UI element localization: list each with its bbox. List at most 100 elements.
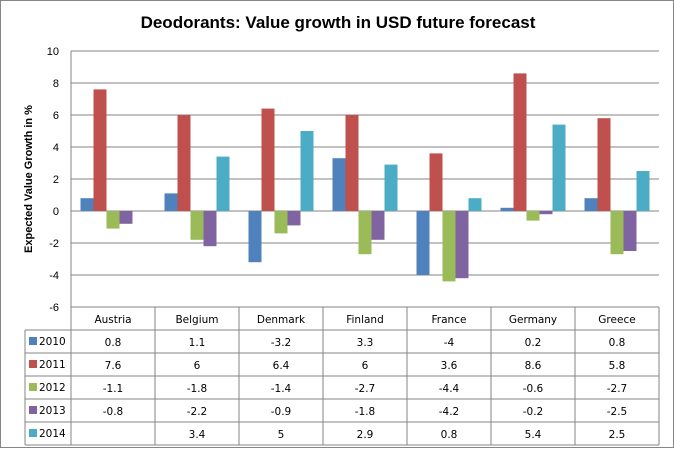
- x-tick-label: Greece: [598, 314, 635, 326]
- bar-finland-2011: [345, 115, 359, 211]
- x-tick-label: Finland: [346, 314, 384, 326]
- table-cell: -4: [444, 337, 455, 349]
- table-cell: -4.2: [439, 406, 460, 418]
- bar-austria-2012: [106, 211, 120, 229]
- table-cell: 6: [362, 360, 369, 372]
- bar-greece-2013: [623, 211, 637, 251]
- y-tick-label: 0: [53, 206, 59, 218]
- bar-denmark-2012: [274, 211, 288, 234]
- bar-greece-2010: [584, 198, 598, 211]
- table-cell: -4.4: [439, 383, 460, 395]
- bar-denmark-2011: [261, 108, 275, 211]
- legend-label: 2011: [39, 359, 66, 371]
- bar-france-2010: [416, 211, 430, 275]
- y-tick-label: 8: [53, 78, 59, 90]
- data-table: Austria Belgium Denmark Finland France German…: [24, 306, 660, 446]
- y-tick-label: 2: [53, 174, 59, 186]
- x-tick-label: Austria: [94, 314, 131, 326]
- table-cell: -1.8: [355, 406, 376, 418]
- table-cell: 2.9: [357, 429, 374, 441]
- y-tick-label: -4: [49, 270, 59, 282]
- x-tick-label: Germany: [509, 314, 557, 326]
- table-cell: -1.8: [187, 383, 208, 395]
- table-cell: -0.8: [103, 406, 124, 418]
- table-cell: 5: [278, 429, 285, 441]
- bar-greece-2014: [636, 171, 650, 211]
- bar-belgium-2012: [190, 211, 204, 240]
- bar-austria-2010: [80, 198, 94, 211]
- bar-france-2011: [429, 153, 443, 211]
- chart-title: Deodorants: Value growth in USD future f…: [141, 13, 536, 32]
- x-tick-label: France: [432, 314, 467, 326]
- bar-germany-2013: [539, 211, 553, 215]
- legend-label: 2013: [39, 405, 66, 417]
- bar-belgium-2011: [177, 115, 191, 211]
- x-tick-label: Belgium: [175, 314, 218, 326]
- legend-label: 2014: [39, 428, 66, 440]
- y-axis-label: Expected Value Growth in %: [23, 105, 35, 253]
- table-cell: -2.2: [187, 406, 208, 418]
- bars: [80, 73, 650, 282]
- bar-france-2012: [442, 211, 456, 282]
- bar-greece-2011: [597, 118, 611, 211]
- table-cell: 0.8: [441, 429, 458, 441]
- bar-germany-2014: [552, 124, 566, 211]
- table-cell: -0.6: [523, 383, 544, 395]
- table-cell: 8.6: [525, 360, 542, 372]
- bar-austria-2013: [119, 211, 133, 224]
- table-cell: -3.2: [271, 337, 292, 349]
- bar-finland-2013: [371, 211, 385, 240]
- legend-swatch-2010: [29, 337, 37, 345]
- bar-france-2013: [455, 211, 469, 279]
- table-cell: 5.4: [525, 429, 542, 441]
- legend-swatch-2012: [29, 383, 37, 391]
- legend-label: 2010: [39, 336, 66, 348]
- y-tick-label: 10: [47, 46, 59, 58]
- table-cell: -1.4: [271, 383, 292, 395]
- table-cell: -1.1: [103, 383, 124, 395]
- table-cell: -2.7: [355, 383, 376, 395]
- y-tick-label: 6: [53, 110, 59, 122]
- table-cell: -2.7: [607, 383, 628, 395]
- bar-greece-2012: [610, 211, 624, 255]
- table-cell: 6: [194, 360, 201, 372]
- table-cell: 1.1: [189, 337, 206, 349]
- bar-belgium-2013: [203, 211, 217, 247]
- table-cell: 3.6: [441, 360, 458, 372]
- bar-germany-2011: [513, 73, 527, 212]
- table-cell: 6.4: [273, 360, 290, 372]
- table-cell: -0.9: [271, 406, 292, 418]
- x-tick-label: Denmark: [257, 314, 306, 326]
- table-cell: 3.4: [189, 429, 206, 441]
- bar-finland-2012: [358, 211, 372, 255]
- bar-belgium-2014: [216, 156, 230, 211]
- table-cell: 0.2: [525, 337, 542, 349]
- table-cell: -0.2: [523, 406, 544, 418]
- y-axis-ticks: 10 8 6 4 2 0 -2 -4 -6: [47, 46, 59, 314]
- table-cell: 2.5: [609, 429, 626, 441]
- bar-denmark-2010: [248, 211, 262, 263]
- gridlines: [70, 50, 659, 308]
- bar-belgium-2010: [164, 193, 178, 211]
- table-cell: 0.8: [105, 337, 122, 349]
- legend-swatch-2014: [29, 429, 37, 437]
- legend-swatch-2013: [29, 406, 37, 414]
- bar-austria-2011: [93, 89, 107, 211]
- bar-finland-2014: [384, 164, 398, 211]
- y-tick-label: -2: [49, 238, 59, 250]
- legend-swatch-2011: [29, 360, 37, 368]
- table-cell: 7.6: [105, 360, 122, 372]
- bar-germany-2010: [500, 207, 514, 211]
- y-tick-label: -6: [49, 302, 59, 314]
- table-cell: 0.8: [609, 337, 626, 349]
- table-cell: 5.8: [609, 360, 626, 372]
- legend-label: 2012: [39, 382, 66, 394]
- bar-denmark-2013: [287, 211, 301, 226]
- table-cell: -2.5: [607, 406, 628, 418]
- bar-denmark-2014: [300, 131, 314, 211]
- bar-france-2014: [468, 198, 482, 211]
- bar-germany-2012: [526, 211, 540, 221]
- bar-finland-2010: [332, 158, 346, 211]
